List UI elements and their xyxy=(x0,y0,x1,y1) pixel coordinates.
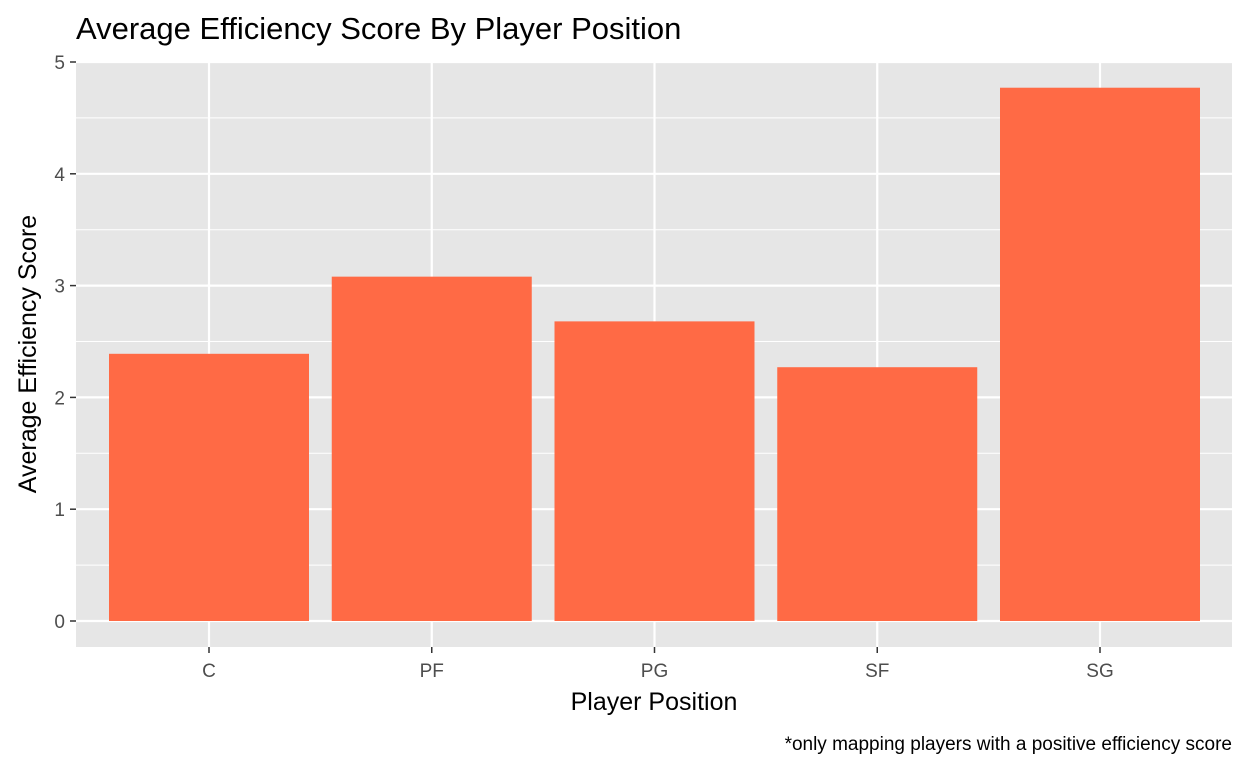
bar-c xyxy=(109,353,309,621)
y-tick-label: 3 xyxy=(54,277,65,298)
chart-caption: *only mapping players with a positive ef… xyxy=(785,734,1232,755)
y-tick-label: 1 xyxy=(54,500,65,521)
y-tick-label: 4 xyxy=(54,165,65,186)
bar-sf xyxy=(777,367,978,621)
bar-pg xyxy=(554,321,755,621)
y-tick-label: 5 xyxy=(54,53,65,74)
y-axis: 0 1 2 3 4 5 xyxy=(54,53,76,633)
chart-title: Average Efficiency Score By Player Posit… xyxy=(76,11,681,46)
x-tick-label: PG xyxy=(641,661,668,682)
x-tick-label: SF xyxy=(865,661,889,682)
y-tick-label: 2 xyxy=(54,388,65,409)
bars xyxy=(109,87,1200,622)
x-tick-label: SG xyxy=(1086,661,1113,682)
x-tick-label: PF xyxy=(420,661,444,682)
bar-pf xyxy=(331,276,532,621)
x-axis: C PF PG SF SG xyxy=(202,647,1114,682)
bar-sg xyxy=(1000,87,1200,622)
y-tick-label: 0 xyxy=(54,612,65,633)
x-tick-label: C xyxy=(202,661,216,682)
x-axis-title: Player Position xyxy=(571,688,738,716)
y-axis-title: Average Efficiency Score xyxy=(14,215,42,493)
